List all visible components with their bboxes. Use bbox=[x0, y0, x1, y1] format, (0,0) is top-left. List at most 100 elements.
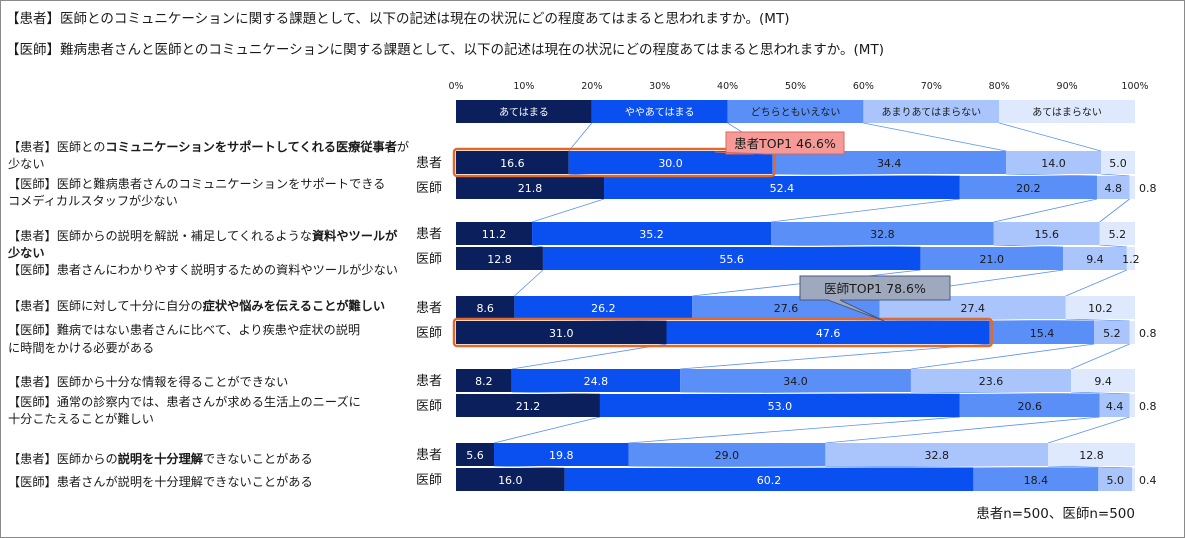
series-connector-line bbox=[1065, 269, 1128, 297]
data-label: 47.6 bbox=[816, 327, 841, 340]
series-connector-line bbox=[1065, 318, 1130, 322]
category-label-line: 【医師】患者さんにわかりやすく説明するための資料やツールが少ない bbox=[8, 262, 398, 277]
bar-segment bbox=[959, 176, 1097, 199]
legend-label: あてはまる bbox=[499, 107, 549, 119]
bar-segment bbox=[456, 151, 569, 174]
legend-swatch bbox=[727, 100, 864, 123]
bar-segment bbox=[456, 296, 515, 319]
category-label-line: コメディカルスタッフが少ない bbox=[8, 193, 178, 208]
bar-segment bbox=[825, 443, 1049, 466]
data-label: 34.4 bbox=[877, 157, 902, 170]
data-label-outside: 0.8 bbox=[1139, 182, 1157, 195]
series-connector-line bbox=[772, 173, 960, 177]
bar-segment bbox=[1063, 247, 1127, 270]
series-connector-line bbox=[993, 244, 1064, 248]
bar-segment bbox=[771, 222, 994, 245]
respondent-label: 医師 bbox=[416, 252, 442, 267]
legend-swatch bbox=[591, 100, 728, 123]
data-label: 4.8 bbox=[1105, 182, 1123, 195]
x-tick-label: 40% bbox=[717, 81, 738, 92]
bar-segment bbox=[680, 369, 911, 392]
data-label: 34.0 bbox=[783, 375, 808, 388]
sample-size-note: 患者n=500、医師n=500 bbox=[976, 506, 1135, 522]
bar-segment bbox=[1098, 468, 1133, 491]
bar-segment bbox=[604, 176, 960, 199]
data-label: 5.6 bbox=[466, 449, 484, 462]
series-connector-line bbox=[825, 416, 1100, 444]
category-label-line: 【患者】医師から十分な情報を得ることができない bbox=[8, 374, 288, 389]
bar-segment bbox=[1129, 321, 1135, 344]
bar-segment bbox=[456, 443, 495, 466]
bar-segment bbox=[542, 247, 921, 270]
data-label: 24.8 bbox=[584, 375, 609, 388]
series-connector-line bbox=[1101, 173, 1130, 177]
legend-swatch bbox=[863, 100, 1000, 123]
data-label: 5.2 bbox=[1103, 327, 1121, 340]
series-connector-line bbox=[1099, 198, 1130, 223]
data-label: 8.6 bbox=[476, 302, 494, 315]
series-connector-line bbox=[511, 391, 600, 395]
category-label-line: 【医師】難病ではない患者さんに比べて、より疾患や症状の説明 bbox=[8, 322, 360, 337]
bar-segment bbox=[1096, 176, 1130, 199]
data-label: 9.4 bbox=[1094, 375, 1112, 388]
series-connector-line bbox=[993, 198, 1098, 223]
bar-segment bbox=[1099, 222, 1135, 245]
bar-segment bbox=[456, 369, 512, 392]
bar-segment bbox=[666, 321, 990, 344]
chart-title-patient: 【患者】医師とのコミュニケーションに関する課題として、以下の記述は現在の状況にど… bbox=[6, 11, 790, 27]
data-label: 23.6 bbox=[979, 375, 1004, 388]
data-label: 27.6 bbox=[774, 302, 799, 315]
bar-segment bbox=[910, 369, 1072, 392]
data-label: 11.2 bbox=[482, 228, 507, 241]
annotation-callout bbox=[714, 131, 845, 155]
bar-segment bbox=[599, 394, 960, 417]
respondent-label: 患者 bbox=[416, 448, 442, 463]
data-label: 9.4 bbox=[1086, 253, 1104, 266]
bar-segment bbox=[456, 468, 565, 491]
series-connector-line bbox=[628, 416, 960, 444]
data-label: 52.4 bbox=[770, 182, 795, 195]
legend-label: あてはまらない bbox=[1032, 107, 1102, 119]
data-label: 31.0 bbox=[549, 327, 574, 340]
series-connector-line bbox=[910, 391, 1100, 395]
bar-segment bbox=[772, 151, 1006, 174]
category-label-line: 十分こたえることが難しい bbox=[8, 411, 154, 426]
category-label-line: 【患者】医師からの説明を解説・補足してくれるような資料やツールが bbox=[8, 228, 398, 243]
category-label-line: 【患者】医師とのコミュニケーションをサポートしてくれる医療従事者が bbox=[8, 139, 409, 154]
series-connector-line bbox=[771, 244, 921, 248]
category-label-line: 【患者】医師に対して十分に自分の症状や悩みを伝えることが難しい bbox=[8, 298, 385, 313]
category-label-line: 少ない bbox=[7, 245, 45, 260]
series-connector-line bbox=[494, 465, 565, 469]
data-label: 5.0 bbox=[1109, 157, 1127, 170]
bar-segment bbox=[1129, 176, 1135, 199]
series-connector-line bbox=[910, 343, 1095, 370]
respondent-label: 医師 bbox=[416, 181, 442, 196]
bar-segment bbox=[993, 222, 1100, 245]
bar-segment bbox=[1099, 394, 1130, 417]
bar-segment bbox=[1005, 151, 1102, 174]
data-label: 21.0 bbox=[979, 253, 1004, 266]
bar-segment bbox=[973, 468, 1099, 491]
series-connector-line bbox=[568, 122, 593, 152]
x-tick-label: 10% bbox=[513, 81, 534, 92]
bar-segment bbox=[456, 222, 533, 245]
bar-segment bbox=[456, 247, 543, 270]
data-label: 20.6 bbox=[1018, 400, 1043, 413]
bar-segment bbox=[511, 369, 681, 392]
bar-segment bbox=[1071, 369, 1135, 392]
x-tick-label: 0% bbox=[448, 81, 463, 92]
x-tick-label: 90% bbox=[1057, 81, 1078, 92]
x-tick-label: 60% bbox=[853, 81, 874, 92]
data-label: 27.4 bbox=[960, 302, 985, 315]
bar-segment bbox=[568, 151, 773, 174]
data-label: 15.4 bbox=[1030, 327, 1055, 340]
series-connector-line bbox=[511, 343, 667, 370]
bar-segment bbox=[879, 296, 1066, 319]
bar-segment bbox=[456, 176, 605, 199]
data-label: 5.0 bbox=[1107, 474, 1125, 487]
series-connector-line bbox=[863, 122, 1007, 152]
data-label: 1.2 bbox=[1122, 253, 1140, 266]
series-connector-line bbox=[771, 198, 960, 223]
bar-segment bbox=[1101, 151, 1135, 174]
bar-segment bbox=[1048, 443, 1135, 466]
